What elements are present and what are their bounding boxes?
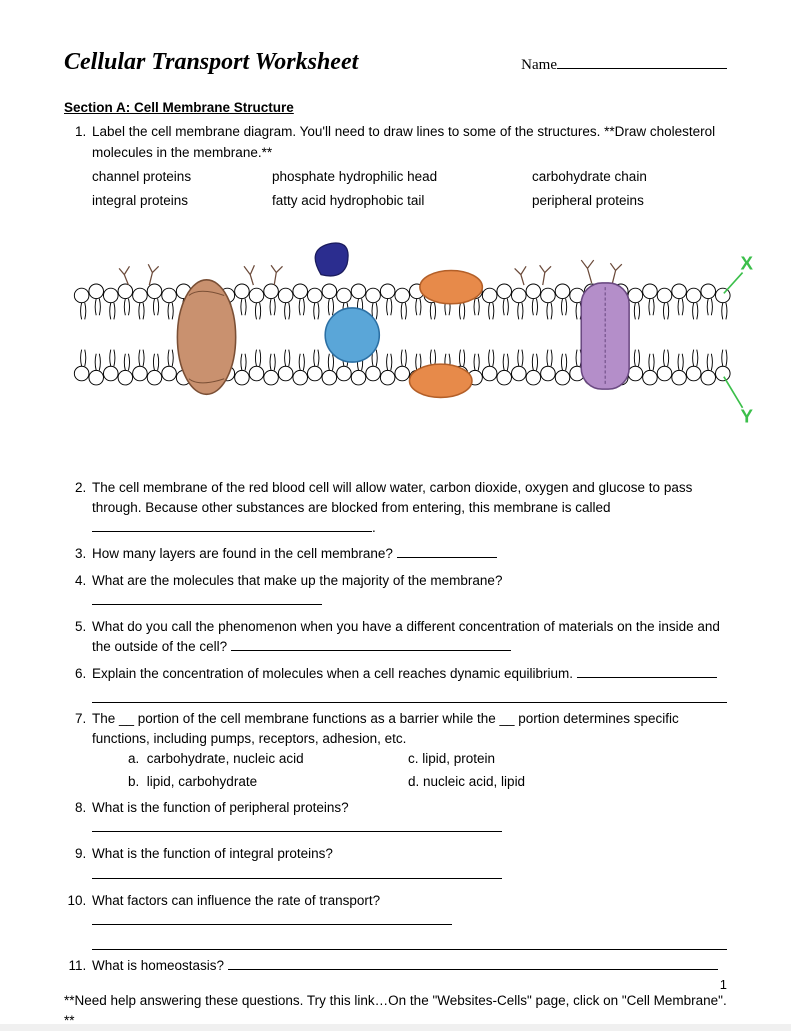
choice-c: c. lipid, protein: [408, 749, 727, 769]
q8-text: What is the function of peripheral prote…: [92, 800, 349, 815]
page-number: 1: [720, 975, 727, 995]
q6-blank-b[interactable]: [92, 688, 727, 703]
question-5: What do you call the phenomenon when you…: [90, 617, 727, 658]
term: peripheral proteins: [532, 191, 727, 211]
term: channel proteins: [92, 167, 272, 187]
protein-orange-bottom: [410, 364, 472, 397]
q7-text: The __ portion of the cell membrane func…: [92, 711, 679, 746]
q10-blank-b[interactable]: [92, 935, 727, 950]
question-2: The cell membrane of the red blood cell …: [90, 478, 727, 539]
section-a-heading: Section A: Cell Membrane Structure: [64, 98, 727, 118]
question-11: What is homeostasis?: [90, 956, 727, 976]
protein-blue: [325, 308, 379, 362]
q10-text: What factors can influence the rate of t…: [92, 893, 380, 908]
q6-blank-a[interactable]: [577, 665, 717, 678]
name-label: Name: [521, 57, 557, 73]
protein-darkblue: [315, 243, 348, 276]
label-y: Y: [740, 406, 753, 427]
q10-blank-a[interactable]: [92, 912, 452, 925]
q4-blank[interactable]: [92, 592, 322, 605]
help-footnote: **Need help answering these questions. T…: [64, 991, 727, 1031]
q3-text: How many layers are found in the cell me…: [92, 546, 393, 561]
choice-b: b. lipid, carbohydrate: [128, 772, 408, 792]
carbohydrate-chains: [119, 254, 622, 285]
q1-text: Label the cell membrane diagram. You'll …: [92, 124, 715, 159]
term: integral proteins: [92, 191, 272, 211]
q9-blank[interactable]: [92, 866, 502, 879]
name-blank[interactable]: [557, 68, 727, 69]
name-field: Name: [521, 54, 727, 77]
membrane-diagram-container: X Y: [66, 233, 753, 447]
q8-blank[interactable]: [92, 819, 502, 832]
membrane-diagram: X Y: [66, 233, 753, 441]
label-x: X: [740, 253, 753, 274]
q7-choices: a. carbohydrate, nucleic acid c. lipid, …: [128, 749, 727, 792]
q11-blank[interactable]: [228, 957, 718, 970]
question-10: What factors can influence the rate of t…: [90, 891, 727, 951]
term: carbohydrate chain: [532, 167, 727, 187]
choice-d: d. nucleic acid, lipid: [408, 772, 727, 792]
page-title: Cellular Transport Worksheet: [64, 44, 358, 80]
protein-brown: [177, 280, 235, 394]
q2-blank[interactable]: [92, 519, 372, 532]
question-1: Label the cell membrane diagram. You'll …: [90, 122, 727, 447]
term: phosphate hydrophilic head: [272, 167, 532, 187]
question-7: The __ portion of the cell membrane func…: [90, 709, 727, 792]
bottom-layer: [74, 366, 730, 385]
question-9: What is the function of integral protein…: [90, 844, 727, 885]
question-8: What is the function of peripheral prote…: [90, 798, 727, 839]
q4-text: What are the molecules that make up the …: [92, 573, 502, 588]
q2-text: The cell membrane of the red blood cell …: [92, 480, 692, 515]
questions-list: Label the cell membrane diagram. You'll …: [64, 122, 727, 976]
question-6: Explain the concentration of molecules w…: [90, 664, 727, 703]
question-4: What are the molecules that make up the …: [90, 571, 727, 612]
term: fatty acid hydrophobic tail: [272, 191, 532, 211]
q6-text: Explain the concentration of molecules w…: [92, 666, 573, 681]
q9-text: What is the function of integral protein…: [92, 846, 333, 861]
q5-blank[interactable]: [231, 638, 511, 651]
header: Cellular Transport Worksheet Name: [64, 44, 727, 80]
q11-text: What is homeostasis?: [92, 958, 224, 973]
worksheet-page: Cellular Transport Worksheet Name Sectio…: [0, 0, 791, 1024]
q1-terms: channel proteins phosphate hydrophilic h…: [92, 167, 727, 212]
question-3: How many layers are found in the cell me…: [90, 544, 727, 564]
top-layer: [74, 284, 730, 303]
q3-blank[interactable]: [397, 545, 497, 558]
protein-orange-top: [420, 271, 482, 304]
choice-a: a. carbohydrate, nucleic acid: [128, 749, 408, 769]
